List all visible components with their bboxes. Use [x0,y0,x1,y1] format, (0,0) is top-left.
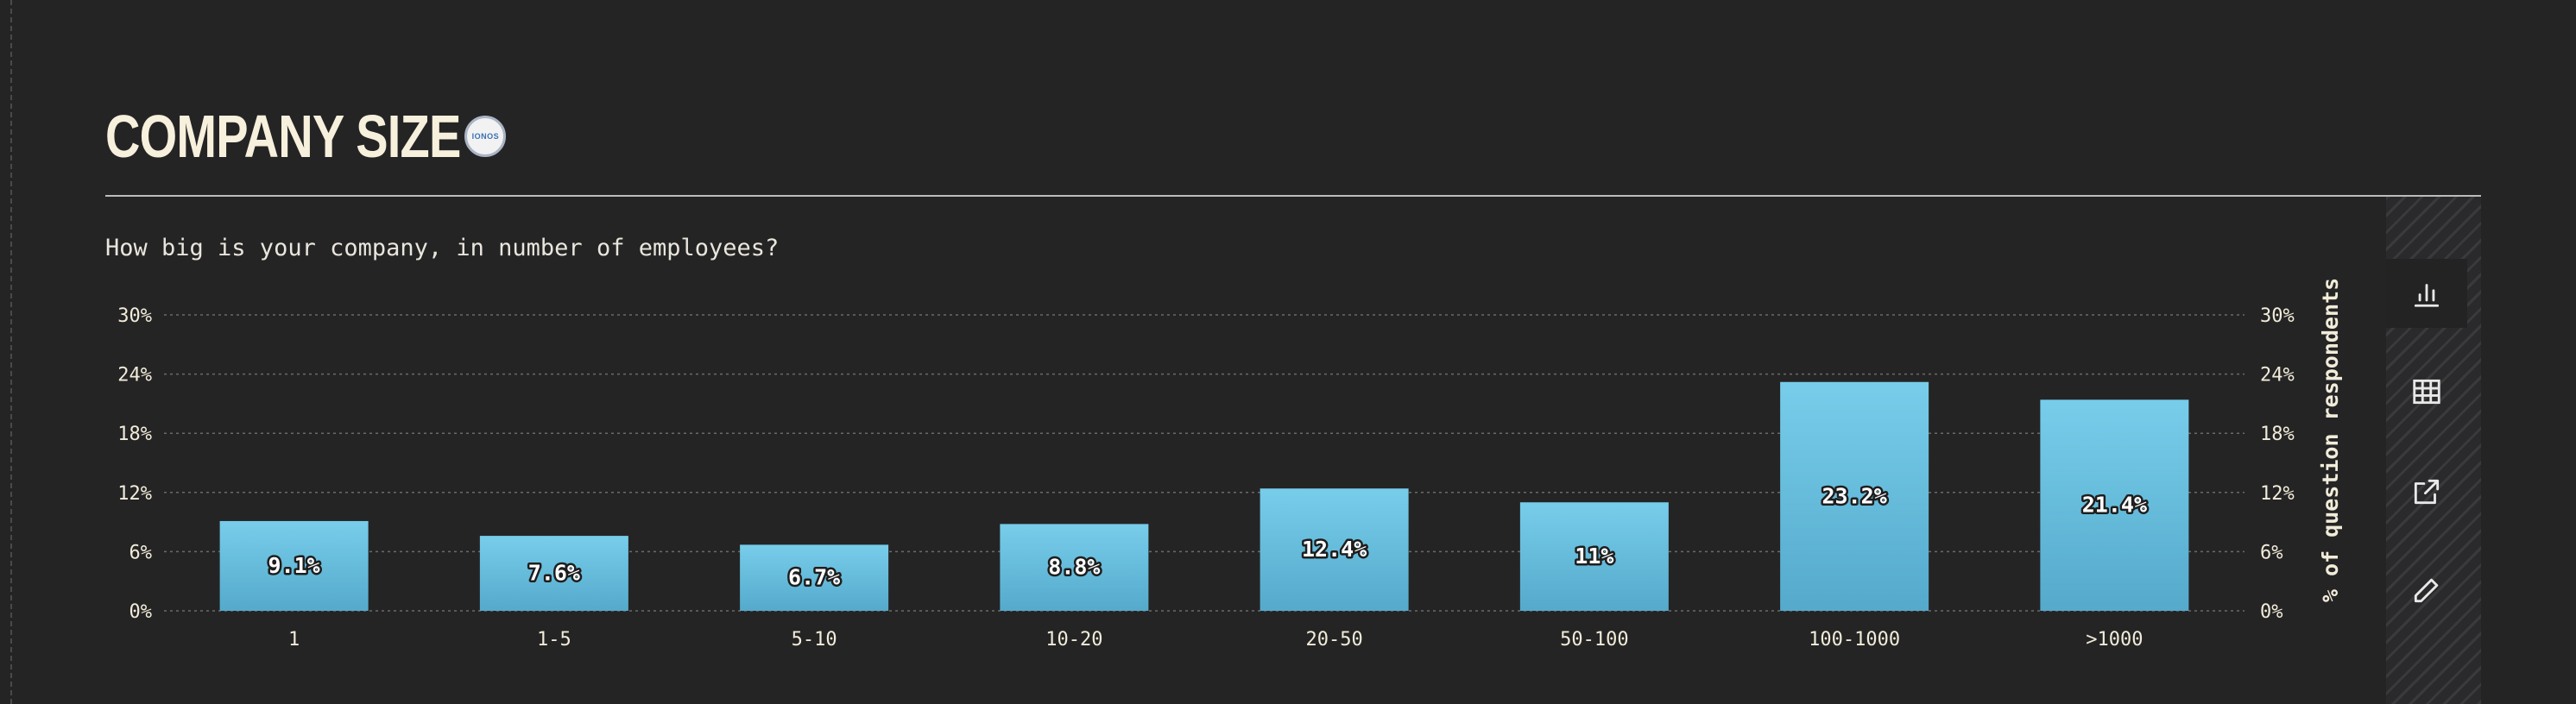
x-tick-label: 50-100 [1560,629,1628,651]
y-tick-label: 30% [2260,305,2295,327]
x-tick-label: 5-10 [792,629,837,651]
bar-value-label: 7.6% [528,561,580,586]
bar [219,520,369,611]
bar [1780,381,1929,611]
title-row: COMPANY SIZE IONOS [105,102,507,171]
y-axis-left: 0% 6% 12% 18% 24% 30% [117,305,152,623]
x-axis: 1 1-5 5-10 10-20 20-50 50-100 100-1000 >1000 [288,629,2143,651]
x-tick-label: 100-1000 [1809,629,1900,651]
y-tick-label: 0% [2260,601,2283,623]
table-view-button[interactable] [2386,357,2467,426]
table-icon [2413,379,2440,405]
y-tick-label: 24% [117,365,152,387]
grid-lines [164,314,2245,612]
bar-value-label: 12.4% [1302,537,1367,562]
bar-chart-icon [2414,284,2440,307]
y-axis-right: 0% 6% 12% 18% 24% 30% [2260,305,2295,623]
x-tick-label: >1000 [2086,629,2143,651]
pencil-icon [2414,578,2439,603]
y-tick-label: 30% [117,305,152,327]
y-tick-label: 24% [2260,365,2295,387]
x-tick-label: 1 [288,629,300,651]
x-tick-label: 20-50 [1306,629,1363,651]
bar [2040,399,2189,611]
edit-button[interactable] [2386,556,2467,625]
bar [1000,524,1149,611]
left-dashed-rule [10,0,12,704]
y-tick-label: 12% [2260,483,2295,505]
question-text: How big is your company, in number of em… [105,235,780,261]
chart-view-button[interactable] [2386,259,2467,328]
external-link-icon [2414,479,2440,505]
x-tick-label: 1-5 [537,629,571,651]
y-tick-label: 0% [129,601,153,623]
y-tick-label: 6% [2260,542,2283,563]
sponsor-badge-icon[interactable]: IONOS [464,116,507,157]
bar-value-label: 9.1% [268,553,320,578]
title-divider [105,195,2481,197]
page-title: COMPANY SIZE [105,103,461,170]
open-external-button[interactable] [2386,457,2467,526]
bar-value-label: 6.7% [788,565,840,590]
bar-value-label: 23.2% [1822,483,1886,508]
bar [740,544,889,611]
bar-value-label: 11% [1575,544,1613,569]
bars [219,381,2189,611]
bar-value-label: 21.4% [2082,493,2147,518]
bar [479,536,628,611]
bar-chart: 0% 6% 12% 18% 24% 30% 0% 6% 12% 18% 24% 30% 9.1% 7.… [117,278,2343,651]
bar [1519,502,1669,611]
y-tick-label: 18% [117,424,152,445]
y-axis-label: % of question respondents [2318,278,2343,602]
y-tick-label: 6% [129,542,153,563]
bar-value-labels: 9.1% 7.6% 6.7% 8.8% 12.4% 11% 23.2% 21.4% [266,481,2149,592]
sponsor-badge-text: IONOS [471,132,500,141]
bar [1260,488,1409,611]
bar-value-label: 8.8% [1048,555,1100,580]
chart-toolbar [2386,197,2481,704]
y-tick-label: 18% [2260,424,2295,445]
y-tick-label: 12% [117,483,152,505]
x-tick-label: 10-20 [1045,629,1102,651]
